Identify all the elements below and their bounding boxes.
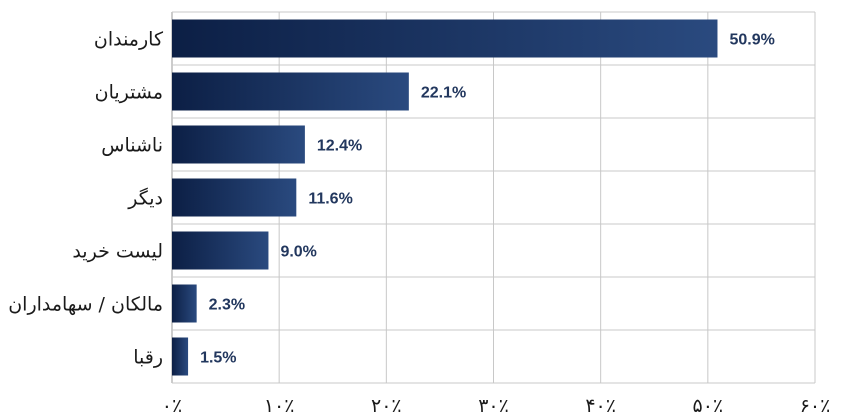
category-label: مشتریان bbox=[95, 82, 163, 104]
category-label: کارمندان bbox=[94, 29, 164, 51]
x-tick-label: ۳۰٪ bbox=[478, 395, 509, 417]
x-tick-label: ۲۰٪ bbox=[371, 395, 402, 417]
bar bbox=[172, 337, 189, 376]
bar bbox=[172, 178, 297, 217]
category-label: مالکان / سهامداران bbox=[8, 294, 163, 316]
bar bbox=[172, 284, 197, 323]
value-label: 22.1% bbox=[421, 85, 466, 102]
bar bbox=[172, 72, 409, 111]
grid-lines bbox=[171, 11, 816, 384]
value-label: 2.3% bbox=[209, 297, 245, 314]
bar bbox=[172, 19, 718, 58]
x-tick-label: ۵۰٪ bbox=[693, 395, 724, 417]
value-label: 11.6% bbox=[308, 191, 352, 208]
value-label: 1.5% bbox=[200, 350, 236, 367]
bars bbox=[172, 19, 718, 376]
value-label: 12.4% bbox=[317, 138, 362, 155]
x-tick-label: ۱۰٪ bbox=[264, 395, 295, 417]
category-label: ناشناس bbox=[101, 135, 163, 157]
x-tick-label: ۰٪ bbox=[162, 395, 182, 417]
bar bbox=[172, 125, 305, 164]
x-tick-label: ۴۰٪ bbox=[585, 395, 616, 417]
category-label: رقبا bbox=[133, 347, 163, 369]
bar bbox=[172, 231, 269, 270]
x-tick-label: ۶۰٪ bbox=[800, 395, 831, 417]
value-label: 9.0% bbox=[280, 244, 316, 261]
labels: ۰٪ ۱۰٪ ۲۰٪ ۳۰٪ ۴۰٪ ۵۰٪ ۶۰٪ کارمندان 50.9% مشتریان… bbox=[8, 29, 830, 418]
category-label: دیگر bbox=[127, 187, 163, 210]
value-label: 50.9% bbox=[729, 32, 774, 49]
category-label: لیست خرید bbox=[72, 241, 163, 263]
